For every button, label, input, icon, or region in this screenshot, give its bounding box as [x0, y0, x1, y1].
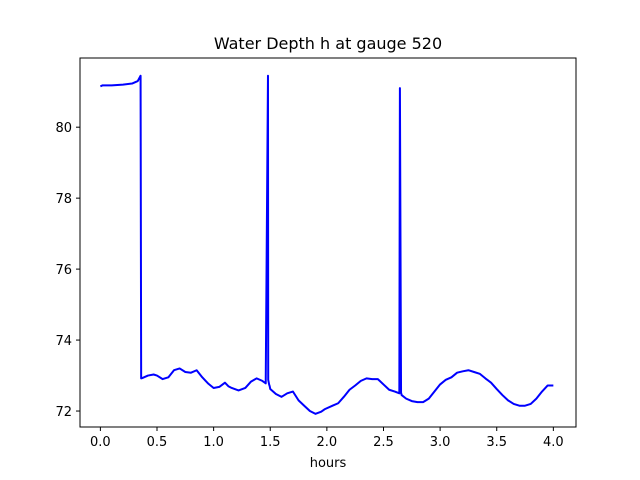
plot-frame — [79, 57, 577, 428]
x-tick-label: 3.0 — [430, 435, 451, 450]
x-axis: 0.0 0.5 1.0 1.5 2.0 2.5 3.0 3.5 4.0 — [90, 427, 564, 450]
y-tick-label: 80 — [55, 121, 72, 136]
x-tick-label: 2.0 — [317, 435, 338, 450]
y-axis: 72 74 76 78 80 — [55, 121, 80, 420]
x-tick-label: 0.5 — [147, 435, 168, 450]
x-tick-label: 4.0 — [543, 435, 564, 450]
x-tick-label: 0.0 — [90, 435, 111, 450]
x-axis-label: hours — [310, 456, 347, 471]
plot-area: 0.0 0.5 1.0 1.5 2.0 2.5 3.0 3.5 4.0 72 74 76 78 80 — [55, 57, 577, 450]
series-line-0 — [99, 74, 554, 415]
x-tick-label: 1.5 — [260, 435, 281, 450]
y-tick-label: 78 — [55, 192, 72, 207]
y-tick-label: 76 — [55, 263, 72, 278]
x-tick-label: 1.0 — [203, 435, 224, 450]
y-tick-label: 74 — [55, 334, 72, 349]
series-layer — [99, 74, 554, 415]
y-tick-label: 72 — [55, 405, 72, 420]
x-tick-label: 2.5 — [373, 435, 394, 450]
x-tick-label: 3.5 — [486, 435, 507, 450]
chart-title: Water Depth h at gauge 520 — [214, 34, 442, 53]
